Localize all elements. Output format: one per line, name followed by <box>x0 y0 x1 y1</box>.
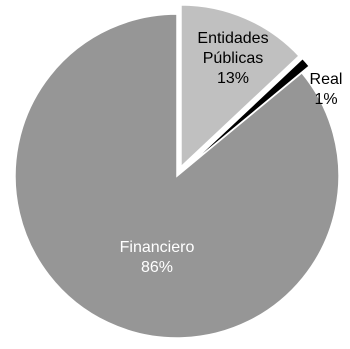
data-label-financiero-name-line: Financiero <box>120 239 195 256</box>
data-label-entidades-publicas-name-line: Entidades <box>197 30 268 47</box>
data-label-real-name-line: Real <box>310 71 343 88</box>
data-label-real-value: 1% <box>314 91 337 108</box>
data-label-entidades-publicas: Entidades Públicas 13% <box>197 30 268 87</box>
pie-slice-real <box>183 57 311 170</box>
data-label-financiero: Financiero 86% <box>120 239 195 276</box>
data-label-real: Real 1% <box>310 71 343 108</box>
data-label-financiero-value: 86% <box>141 259 173 276</box>
pie-slice-financiero <box>14 13 340 339</box>
data-label-entidades-publicas-value: 13% <box>217 70 249 87</box>
data-label-entidades-publicas-name-line: Públicas <box>203 50 263 67</box>
pie-slice-entidades-publicas <box>180 4 301 169</box>
